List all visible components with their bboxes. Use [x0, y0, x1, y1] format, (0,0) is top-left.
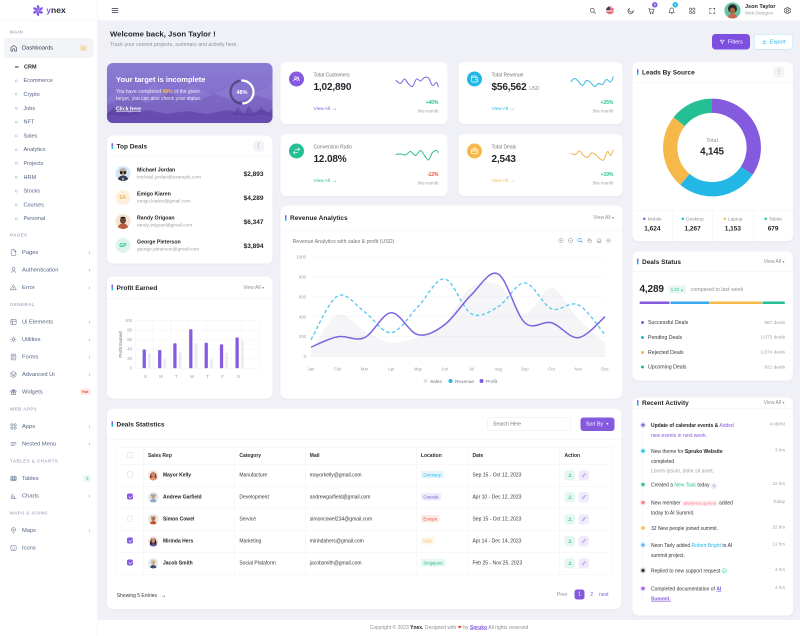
svg-text:40: 40	[127, 347, 132, 352]
svg-text:Jan: Jan	[308, 367, 315, 372]
svg-text:400: 400	[299, 314, 307, 319]
svg-text:Sep: Sep	[521, 367, 529, 372]
svg-text:Sales: Sales	[430, 379, 443, 385]
svg-text:Oct: Oct	[548, 367, 555, 372]
svg-text:800: 800	[299, 274, 307, 279]
svg-text:Aug: Aug	[494, 367, 502, 372]
svg-text:Apr: Apr	[388, 367, 395, 372]
svg-text:0: 0	[130, 366, 133, 371]
svg-text:S: S	[237, 374, 240, 379]
svg-text:1000: 1000	[297, 255, 307, 260]
svg-text:T: T	[175, 374, 178, 379]
svg-text:80: 80	[127, 328, 132, 333]
svg-text:Total: Total	[706, 138, 718, 144]
svg-text:Jun: Jun	[441, 367, 448, 372]
svg-text:4,145: 4,145	[700, 147, 724, 158]
svg-text:Profit: Profit	[486, 379, 498, 385]
svg-text:Nov: Nov	[574, 367, 582, 372]
svg-text:100: 100	[125, 318, 133, 323]
svg-text:F: F	[221, 374, 224, 379]
svg-text:Mar: Mar	[361, 367, 369, 372]
svg-text:0: 0	[304, 354, 307, 359]
svg-text:200: 200	[299, 334, 307, 339]
svg-text:Feb: Feb	[334, 367, 342, 372]
svg-text:600: 600	[299, 294, 307, 299]
svg-text:60: 60	[127, 337, 132, 342]
svg-text:Revenue: Revenue	[455, 379, 474, 385]
svg-text:Dec: Dec	[601, 367, 609, 372]
svg-text:S: S	[144, 374, 147, 379]
svg-text:May: May	[414, 367, 423, 372]
svg-text:M: M	[159, 374, 163, 379]
svg-text:W: W	[190, 374, 195, 379]
svg-text:Jul: Jul	[469, 367, 474, 372]
svg-text:Profit Earned: Profit Earned	[118, 331, 123, 358]
svg-text:T: T	[206, 374, 209, 379]
svg-text:20: 20	[127, 356, 132, 361]
svg-text:48%: 48%	[236, 90, 247, 96]
